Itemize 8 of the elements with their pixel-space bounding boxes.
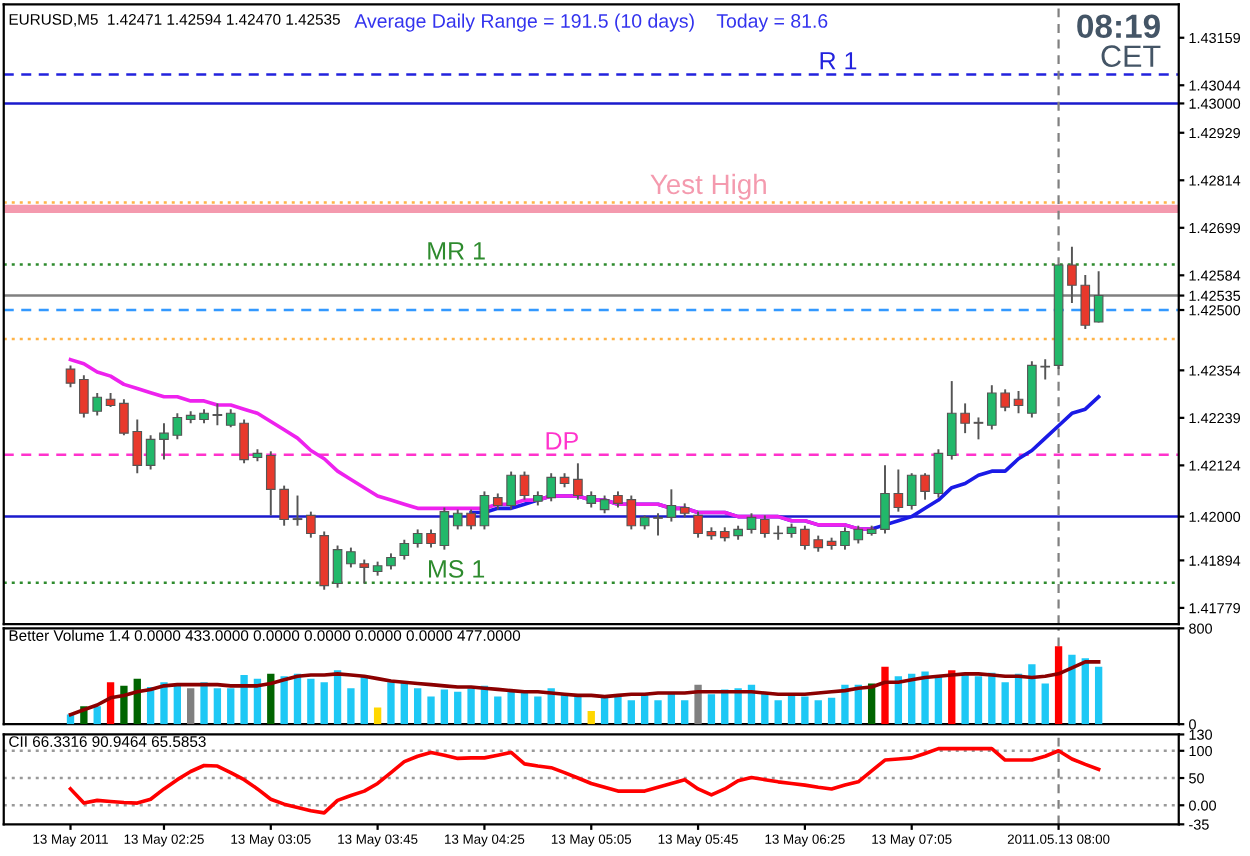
ref-line-label: DP: [546, 432, 578, 450]
ref-line-label: MS 1: [429, 560, 485, 578]
ref-line-label: MR 1: [428, 242, 485, 260]
chart-subtitle: Average Daily Range = 191.5 (10 days) Today = 81.6: [354, 13, 828, 32]
annotation: 08:19: [1077, 14, 1160, 39]
band-label: Yest High: [650, 173, 766, 200]
annotation: CET: [1101, 45, 1161, 68]
ref-line-label: R 1: [820, 52, 857, 70]
